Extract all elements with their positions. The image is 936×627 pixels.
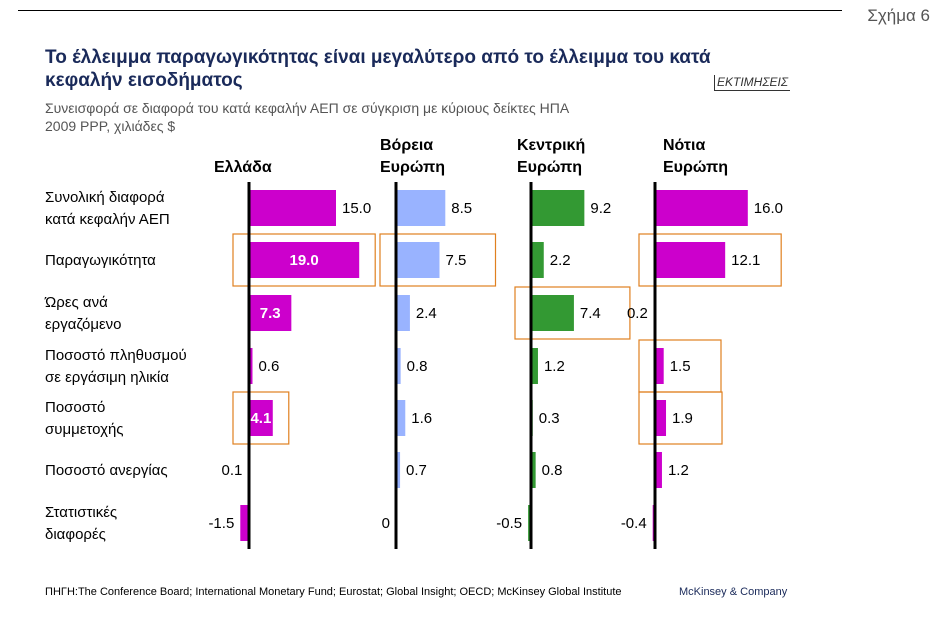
bar — [655, 400, 667, 436]
brand-label: McKinsey & Company — [679, 586, 788, 598]
data-label: 0.7 — [406, 462, 427, 479]
data-label: 0.8 — [407, 358, 428, 375]
data-label: 0.2 — [627, 305, 648, 322]
bar — [655, 348, 664, 384]
estimate-tag: ΕΚΤΙΜΗΣΕΙΣ — [714, 75, 791, 91]
bar — [240, 505, 249, 541]
data-label: 12.1 — [731, 252, 760, 269]
data-label: 1.5 — [670, 358, 691, 375]
chart-units: 2009 PPP, χιλιάδες $ — [45, 118, 176, 134]
data-label: 15.0 — [342, 200, 371, 217]
bar — [531, 242, 544, 278]
data-label: 7.5 — [446, 252, 467, 269]
bar — [396, 348, 401, 384]
data-label: 7.3 — [260, 305, 281, 322]
data-label: 7.4 — [580, 305, 601, 322]
highlight-box — [379, 233, 497, 287]
source-note: ΠΗΓΗ:The Conference Board; International… — [45, 586, 622, 598]
data-label: 16.0 — [754, 200, 783, 217]
category-label: Ώρες ανά — [44, 294, 108, 311]
data-label: 2.2 — [550, 252, 571, 269]
bar — [249, 295, 292, 331]
chart-title: Το έλλειμμα παραγωγικότητας είναι μεγαλύ… — [45, 47, 711, 91]
highlight-box — [638, 233, 782, 287]
figure-label: Σχήμα 6 — [867, 6, 930, 25]
data-label: 9.2 — [590, 200, 611, 217]
data-label: 2.4 — [416, 305, 437, 322]
series-header: Κεντρική — [517, 137, 585, 154]
category-label: Συνολική διαφορά — [45, 189, 165, 206]
data-label: -1.5 — [208, 515, 234, 532]
bar — [249, 190, 336, 226]
data-label: 0.8 — [542, 462, 563, 479]
data-label: 0.6 — [258, 358, 279, 375]
series-header: Ευρώπη — [663, 159, 728, 176]
series-header: Νότια — [663, 137, 705, 154]
series-header: Ευρώπη — [517, 159, 582, 176]
data-label: 1.6 — [411, 410, 432, 427]
bar — [396, 295, 410, 331]
data-label: -0.5 — [496, 515, 522, 532]
bar — [249, 348, 253, 384]
bar — [396, 190, 446, 226]
data-label: 1.2 — [544, 358, 565, 375]
bar — [249, 400, 273, 436]
data-label: 19.0 — [289, 252, 318, 269]
data-label: 0.3 — [539, 410, 560, 427]
data-label: 1.2 — [668, 462, 689, 479]
category-label: συμμετοχής — [45, 421, 124, 438]
data-label: 4.1 — [250, 410, 271, 427]
category-label: Παραγωγικότητα — [45, 252, 156, 269]
bar — [396, 400, 406, 436]
category-label: Ποσοστό ανεργίας — [45, 462, 168, 479]
bar — [396, 242, 440, 278]
category-label: εργαζόμενο — [45, 316, 122, 333]
data-label: 0 — [382, 515, 390, 532]
bar — [655, 190, 748, 226]
category-label: κατά κεφαλήν ΑΕΠ — [45, 211, 170, 228]
highlight-box — [232, 233, 376, 287]
bar — [531, 190, 585, 226]
data-label: 8.5 — [451, 200, 472, 217]
category-label: διαφορές — [45, 526, 106, 543]
series-header: Βόρεια — [380, 137, 433, 154]
category-label: Ποσοστό — [45, 399, 105, 416]
bar — [655, 242, 726, 278]
category-label: Στατιστικές — [45, 504, 117, 521]
series-header: Ελλάδα — [214, 159, 272, 176]
bar — [531, 348, 538, 384]
data-label: 0.1 — [222, 462, 243, 479]
top-rule — [18, 10, 842, 11]
bar — [655, 452, 662, 488]
bar — [531, 295, 574, 331]
bar — [249, 242, 360, 278]
category-label: Ποσοστό πληθυσμού — [45, 347, 187, 364]
highlight-box — [232, 391, 290, 445]
bar — [396, 452, 401, 488]
series-header: Ευρώπη — [380, 159, 445, 176]
bar — [531, 452, 536, 488]
data-label: 1.9 — [672, 410, 693, 427]
category-label: σε εργάσιμη ηλικία — [45, 369, 169, 386]
highlight-box — [514, 286, 631, 340]
data-label: -0.4 — [621, 515, 647, 532]
highlight-box — [638, 391, 723, 445]
chart-subtitle: Συνεισφορά σε διαφορά του κατά κεφαλήν Α… — [45, 100, 570, 116]
